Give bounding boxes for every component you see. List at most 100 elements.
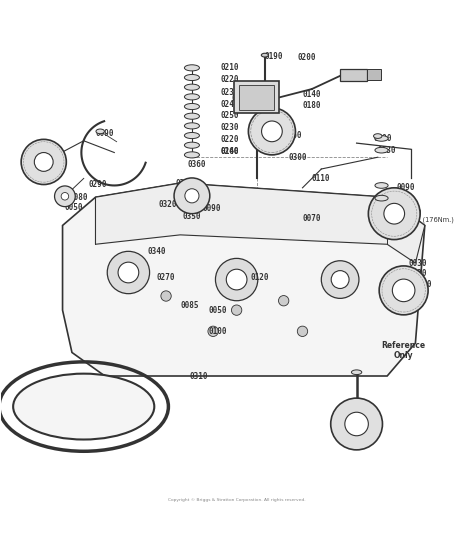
Ellipse shape bbox=[184, 94, 200, 100]
Text: 0140: 0140 bbox=[302, 90, 321, 99]
Text: Copyright © Briggs & Stratton Corporation. All rights reserved.: Copyright © Briggs & Stratton Corporatio… bbox=[168, 498, 305, 502]
Circle shape bbox=[34, 153, 53, 171]
Circle shape bbox=[107, 251, 150, 294]
Text: 0320: 0320 bbox=[159, 200, 177, 209]
Text: 0020: 0020 bbox=[408, 269, 427, 278]
Ellipse shape bbox=[184, 142, 200, 148]
Text: 0220: 0220 bbox=[220, 135, 238, 144]
Ellipse shape bbox=[351, 370, 362, 374]
Text: 0240: 0240 bbox=[220, 100, 238, 108]
Text: 0140: 0140 bbox=[220, 147, 238, 156]
Circle shape bbox=[55, 186, 75, 207]
Text: 0100: 0100 bbox=[209, 327, 227, 336]
Text: 0110: 0110 bbox=[312, 174, 330, 183]
Circle shape bbox=[231, 305, 242, 316]
Ellipse shape bbox=[184, 104, 200, 110]
Text: 0300: 0300 bbox=[288, 153, 307, 162]
Text: Only: Only bbox=[394, 352, 413, 360]
Circle shape bbox=[392, 279, 415, 302]
Text: 0270: 0270 bbox=[156, 272, 175, 282]
Ellipse shape bbox=[184, 123, 200, 129]
Circle shape bbox=[161, 291, 171, 301]
Ellipse shape bbox=[184, 84, 200, 90]
Text: 0310: 0310 bbox=[190, 372, 208, 380]
Ellipse shape bbox=[375, 147, 388, 153]
Circle shape bbox=[118, 262, 139, 283]
Circle shape bbox=[297, 326, 308, 336]
Text: 0090: 0090 bbox=[373, 134, 392, 143]
Circle shape bbox=[61, 192, 69, 200]
Circle shape bbox=[248, 108, 295, 155]
Text: 0330: 0330 bbox=[185, 190, 203, 199]
Ellipse shape bbox=[13, 374, 155, 439]
Ellipse shape bbox=[184, 75, 200, 81]
Text: 0210: 0210 bbox=[220, 63, 238, 72]
Circle shape bbox=[279, 295, 289, 306]
Text: 0130: 0130 bbox=[378, 146, 396, 155]
Text: 0080: 0080 bbox=[397, 195, 415, 204]
Text: 0090: 0090 bbox=[203, 204, 221, 214]
Text: 0260: 0260 bbox=[220, 147, 238, 156]
Circle shape bbox=[185, 189, 199, 203]
Text: 0085: 0085 bbox=[180, 301, 199, 310]
Circle shape bbox=[384, 203, 405, 224]
Ellipse shape bbox=[374, 134, 382, 138]
Text: 0070: 0070 bbox=[44, 160, 62, 169]
Circle shape bbox=[331, 398, 383, 450]
Text: 0280: 0280 bbox=[175, 179, 194, 187]
Polygon shape bbox=[95, 183, 425, 263]
Text: 0230: 0230 bbox=[220, 88, 238, 97]
Ellipse shape bbox=[184, 113, 200, 119]
Text: 130 ft.lbs. (176Nm.): 130 ft.lbs. (176Nm.) bbox=[387, 216, 454, 222]
Circle shape bbox=[331, 271, 349, 288]
Text: 0220: 0220 bbox=[220, 75, 238, 84]
Bar bbox=[367, 69, 381, 80]
Circle shape bbox=[345, 412, 368, 436]
Text: 0290: 0290 bbox=[89, 179, 107, 189]
Text: Reference: Reference bbox=[382, 341, 426, 350]
Text: 0150: 0150 bbox=[265, 115, 283, 124]
Text: 0070: 0070 bbox=[302, 214, 321, 223]
Text: 0010: 0010 bbox=[413, 280, 431, 289]
Text: 0360: 0360 bbox=[187, 160, 206, 169]
Circle shape bbox=[208, 326, 218, 336]
Ellipse shape bbox=[96, 129, 104, 134]
Text: 0230: 0230 bbox=[220, 123, 238, 132]
Circle shape bbox=[368, 188, 420, 240]
Text: 0160: 0160 bbox=[283, 131, 302, 140]
Ellipse shape bbox=[375, 183, 388, 188]
Text: 0050: 0050 bbox=[65, 203, 83, 212]
Text: 0340: 0340 bbox=[147, 247, 166, 256]
Ellipse shape bbox=[184, 132, 200, 138]
Text: 0120: 0120 bbox=[251, 272, 269, 282]
Text: 0180: 0180 bbox=[302, 101, 321, 110]
Text: 0190: 0190 bbox=[265, 52, 283, 60]
Circle shape bbox=[379, 266, 428, 315]
Text: 0090: 0090 bbox=[185, 197, 203, 207]
Text: 0030: 0030 bbox=[408, 258, 427, 268]
Circle shape bbox=[262, 121, 282, 142]
Text: 0040: 0040 bbox=[404, 209, 422, 218]
Circle shape bbox=[216, 258, 258, 301]
Text: 0200: 0200 bbox=[298, 52, 316, 62]
Text: 0350: 0350 bbox=[182, 211, 201, 221]
Circle shape bbox=[21, 140, 66, 185]
Bar bbox=[234, 82, 279, 113]
Bar bbox=[340, 69, 367, 81]
Ellipse shape bbox=[261, 53, 268, 57]
Text: 0090: 0090 bbox=[95, 129, 114, 138]
Bar bbox=[239, 85, 274, 110]
Circle shape bbox=[174, 178, 210, 214]
Text: 0090: 0090 bbox=[397, 183, 415, 192]
Text: 0050: 0050 bbox=[209, 306, 227, 314]
Polygon shape bbox=[63, 183, 425, 376]
Circle shape bbox=[226, 269, 247, 290]
Ellipse shape bbox=[184, 152, 200, 158]
Ellipse shape bbox=[375, 136, 388, 141]
Text: 0080: 0080 bbox=[70, 193, 88, 202]
Circle shape bbox=[321, 261, 359, 298]
Text: 0250: 0250 bbox=[220, 111, 238, 120]
Text: 0170: 0170 bbox=[232, 94, 250, 103]
Ellipse shape bbox=[184, 65, 200, 71]
Ellipse shape bbox=[375, 195, 388, 201]
